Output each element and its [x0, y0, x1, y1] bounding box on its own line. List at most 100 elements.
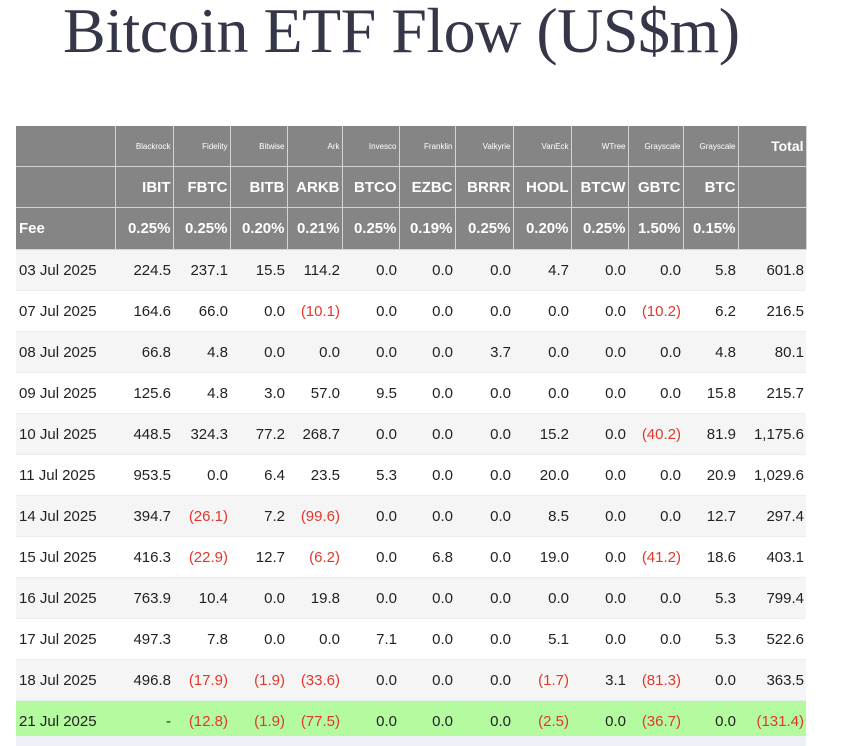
- fee-row: Fee 0.25% 0.25% 0.20% 0.21% 0.25% 0.19% 0.25% 0.…: [16, 207, 807, 250]
- flow-cell: 0.0: [455, 536, 513, 578]
- flow-cell: (1.9): [230, 659, 287, 701]
- flow-cell: 66.8: [115, 331, 173, 373]
- flow-cell: 0.0: [399, 618, 455, 660]
- flow-cell: 164.6: [115, 290, 173, 332]
- total-cell: 363.5: [738, 659, 806, 701]
- flow-cell: 0.0: [399, 249, 455, 291]
- flow-cell: 0.0: [455, 290, 513, 332]
- flow-cell: (41.2): [628, 536, 683, 578]
- date-cell: 09 Jul 2025: [16, 372, 115, 414]
- table-row: 11 Jul 2025 953.5 0.0 6.4 23.5 5.3 0.0 0.0 20.0 0…: [16, 454, 806, 496]
- fee-cell: 0.15%: [683, 207, 739, 250]
- flow-cell: 0.0: [399, 331, 455, 373]
- flow-cell: 0.0: [399, 372, 455, 414]
- flow-cell: 496.8: [115, 659, 173, 701]
- issuer-cell: Ark: [287, 126, 343, 167]
- flow-cell: 497.3: [115, 618, 173, 660]
- flow-cell: 66.0: [173, 290, 230, 332]
- flow-cell: 0.0: [628, 331, 683, 373]
- flow-cell: 0.0: [230, 290, 287, 332]
- flow-cell: 0.0: [513, 577, 571, 619]
- table-row: 08 Jul 2025 66.8 4.8 0.0 0.0 0.0 0.0 3.7 0.0 0.0 0…: [16, 331, 806, 373]
- flow-cell: (33.6): [287, 659, 342, 701]
- ticker-cell: [16, 166, 116, 208]
- date-cell: 14 Jul 2025: [16, 495, 115, 537]
- table-row: 09 Jul 2025 125.6 4.8 3.0 57.0 9.5 0.0 0.0 0.0 0.…: [16, 372, 806, 414]
- issuer-cell: Franklin: [399, 126, 456, 167]
- issuer-cell: WTree: [571, 126, 629, 167]
- issuer-cell: Fidelity: [173, 126, 231, 167]
- flow-cell: 3.1: [571, 659, 628, 701]
- flow-cell: 5.3: [683, 577, 738, 619]
- ticker-cell: BTC: [683, 166, 739, 208]
- flow-cell: 0.0: [342, 290, 399, 332]
- ticker-row: IBIT FBTC BITB ARKB BTCO EZBC BRRR HODL BTCW GBTC…: [16, 166, 807, 208]
- fee-cell: 0.25%: [571, 207, 629, 250]
- flow-cell: (2.5): [513, 700, 571, 742]
- flow-cell: 0.0: [342, 495, 399, 537]
- issuer-cell: [16, 126, 116, 167]
- table-row: 07 Jul 2025 164.6 66.0 0.0 (10.1) 0.0 0.0 0.0 0.…: [16, 290, 806, 332]
- flow-cell: 394.7: [115, 495, 173, 537]
- flow-cell: 18.6: [683, 536, 738, 578]
- flow-cell: 416.3: [115, 536, 173, 578]
- flow-cell: 0.0: [342, 249, 399, 291]
- flow-cell: 0.0: [173, 454, 230, 496]
- flow-cell: 0.0: [399, 577, 455, 619]
- ticker-cell: HODL: [513, 166, 572, 208]
- ticker-cell: GBTC: [628, 166, 684, 208]
- issuer-cell: Bitwise: [230, 126, 288, 167]
- flow-cell: 0.0: [571, 454, 628, 496]
- fee-cell: 0.21%: [287, 207, 343, 250]
- flow-cell: 0.0: [287, 331, 342, 373]
- table-row: 10 Jul 2025 448.5 324.3 77.2 268.7 0.0 0.0 0.0 1…: [16, 413, 806, 455]
- table-body: 03 Jul 2025 224.5 237.1 15.5 114.2 0.0 0.0 0.0 4…: [16, 249, 806, 742]
- flow-cell: 7.8: [173, 618, 230, 660]
- ticker-cell: BTCW: [571, 166, 629, 208]
- flow-cell: 763.9: [115, 577, 173, 619]
- total-cell: 216.5: [738, 290, 806, 332]
- ticker-cell: ARKB: [287, 166, 343, 208]
- flow-cell: 0.0: [571, 372, 628, 414]
- flow-cell: 0.0: [455, 659, 513, 701]
- flow-cell: (10.2): [628, 290, 683, 332]
- flow-cell: (99.6): [287, 495, 342, 537]
- flow-cell: (10.1): [287, 290, 342, 332]
- flow-cell: 0.0: [342, 700, 399, 742]
- flow-cell: 0.0: [287, 618, 342, 660]
- flow-cell: (26.1): [173, 495, 230, 537]
- date-cell: 21 Jul 2025: [16, 700, 115, 742]
- flow-cell: 0.0: [628, 249, 683, 291]
- flow-cell: 0.0: [571, 495, 628, 537]
- flow-cell: 114.2: [287, 249, 342, 291]
- flow-cell: (17.9): [173, 659, 230, 701]
- flow-cell: 0.0: [399, 290, 455, 332]
- fee-cell: 0.25%: [115, 207, 174, 250]
- issuer-cell: Invesco: [342, 126, 400, 167]
- flow-cell: 0.0: [571, 536, 628, 578]
- table-row: 15 Jul 2025 416.3 (22.9) 12.7 (6.2) 0.0 6.8 0.0…: [16, 536, 806, 578]
- flow-cell: (12.8): [173, 700, 230, 742]
- ticker-cell: BITB: [230, 166, 288, 208]
- flow-cell: 4.8: [173, 372, 230, 414]
- flow-cell: 0.0: [399, 454, 455, 496]
- flow-cell: 953.5: [115, 454, 173, 496]
- total-cell: 80.1: [738, 331, 806, 373]
- flow-cell: 0.0: [513, 372, 571, 414]
- flow-cell: 0.0: [628, 577, 683, 619]
- issuer-cell: VanEck: [513, 126, 572, 167]
- ticker-cell: EZBC: [399, 166, 456, 208]
- flow-cell: 0.0: [455, 413, 513, 455]
- flow-cell: (36.7): [628, 700, 683, 742]
- flow-cell: 20.9: [683, 454, 738, 496]
- date-cell: 07 Jul 2025: [16, 290, 115, 332]
- flow-cell: 0.0: [571, 700, 628, 742]
- flow-cell: 10.4: [173, 577, 230, 619]
- flow-cell: 224.5: [115, 249, 173, 291]
- flow-cell: 8.5: [513, 495, 571, 537]
- fee-cell: 0.20%: [230, 207, 288, 250]
- flow-cell: 0.0: [230, 577, 287, 619]
- fee-cell: Fee: [16, 207, 116, 250]
- flow-cell: 0.0: [399, 659, 455, 701]
- flow-cell: 0.0: [399, 495, 455, 537]
